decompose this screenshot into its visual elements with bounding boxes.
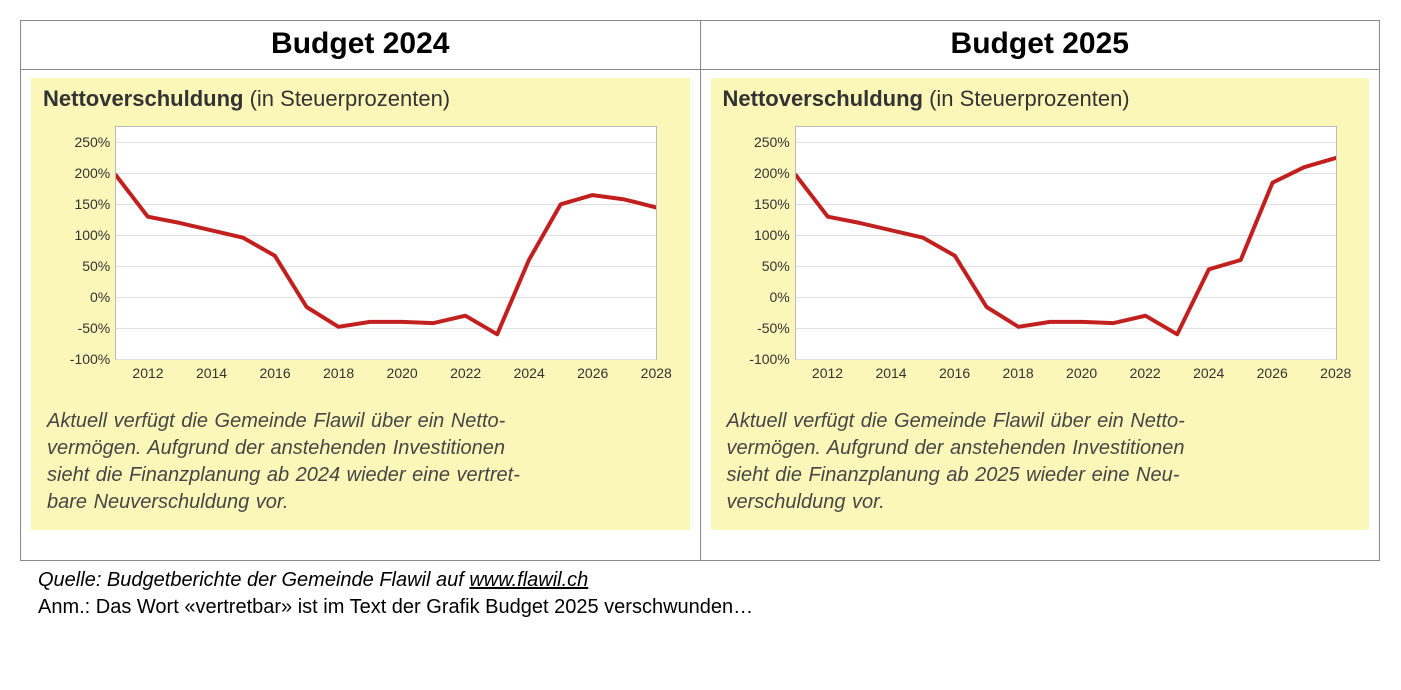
- ytick-label: -50%: [78, 320, 117, 336]
- footnote: Anm.: Das Wort «vertretbar» ist im Text …: [38, 594, 1398, 621]
- chart-title-2024: Nettoverschuldung (in Steuerprozenten): [31, 78, 690, 122]
- title-rest: (in Steuerprozenten): [923, 86, 1130, 111]
- series-line: [796, 127, 1336, 359]
- header-budget-2025: Budget 2025: [700, 21, 1380, 70]
- xtick-label: 2020: [1066, 359, 1097, 381]
- series-line: [116, 127, 656, 359]
- ytick-label: 50%: [762, 258, 796, 274]
- xtick-label: 2016: [259, 359, 290, 381]
- caption-2024: Aktuell verfügt die Gemeinde Flawil über…: [31, 394, 690, 530]
- ytick-label: -50%: [757, 320, 796, 336]
- cell-2025: Nettoverschuldung (in Steuerprozenten) -…: [700, 70, 1380, 561]
- xtick-label: 2014: [875, 359, 906, 381]
- chart-title-2025: Nettoverschuldung (in Steuerprozenten): [711, 78, 1370, 122]
- source-line: Quelle: Budgetberichte der Gemeinde Flaw…: [38, 567, 1398, 594]
- xtick-label: 2018: [323, 359, 354, 381]
- header-budget-2024: Budget 2024: [21, 21, 701, 70]
- plot-area-2025: -100%-50%0%50%100%150%200%250%2012201420…: [795, 126, 1337, 360]
- ytick-label: 250%: [74, 134, 116, 150]
- chart-box-2024: Nettoverschuldung (in Steuerprozenten) -…: [31, 78, 690, 530]
- xtick-label: 2024: [1193, 359, 1224, 381]
- xtick-label: 2022: [1130, 359, 1161, 381]
- ytick-label: 50%: [82, 258, 116, 274]
- xtick-label: 2028: [1320, 359, 1351, 381]
- title-bold: Nettoverschuldung: [723, 86, 923, 111]
- title-bold: Nettoverschuldung: [43, 86, 243, 111]
- cell-2024: Nettoverschuldung (in Steuerprozenten) -…: [21, 70, 701, 561]
- caption-2025: Aktuell verfügt die Gemeinde Flawil über…: [711, 394, 1370, 530]
- source-prefix: Quelle: Budgetberichte der Gemeinde Flaw…: [38, 569, 469, 591]
- xtick-label: 2014: [196, 359, 227, 381]
- ytick-label: 0%: [770, 289, 796, 305]
- ytick-label: -100%: [749, 351, 795, 367]
- plot-area-2024: -100%-50%0%50%100%150%200%250%2012201420…: [115, 126, 657, 360]
- xtick-label: 2020: [387, 359, 418, 381]
- ytick-label: 150%: [754, 196, 796, 212]
- ytick-label: 0%: [90, 289, 116, 305]
- xtick-label: 2028: [641, 359, 672, 381]
- source-link[interactable]: www.flawil.ch: [469, 569, 588, 591]
- xtick-label: 2026: [577, 359, 608, 381]
- ytick-label: 100%: [74, 227, 116, 243]
- title-rest: (in Steuerprozenten): [243, 86, 450, 111]
- xtick-label: 2026: [1257, 359, 1288, 381]
- comparison-table: Budget 2024 Budget 2025 Nettoverschuldun…: [20, 20, 1380, 561]
- ytick-label: 200%: [74, 165, 116, 181]
- footer: Quelle: Budgetberichte der Gemeinde Flaw…: [20, 561, 1398, 621]
- ytick-label: 100%: [754, 227, 796, 243]
- xtick-label: 2012: [132, 359, 163, 381]
- chart-box-2025: Nettoverschuldung (in Steuerprozenten) -…: [711, 78, 1370, 530]
- xtick-label: 2016: [939, 359, 970, 381]
- xtick-label: 2018: [1003, 359, 1034, 381]
- ytick-label: -100%: [70, 351, 116, 367]
- xtick-label: 2012: [812, 359, 843, 381]
- ytick-label: 250%: [754, 134, 796, 150]
- xtick-label: 2024: [514, 359, 545, 381]
- xtick-label: 2022: [450, 359, 481, 381]
- ytick-label: 150%: [74, 196, 116, 212]
- ytick-label: 200%: [754, 165, 796, 181]
